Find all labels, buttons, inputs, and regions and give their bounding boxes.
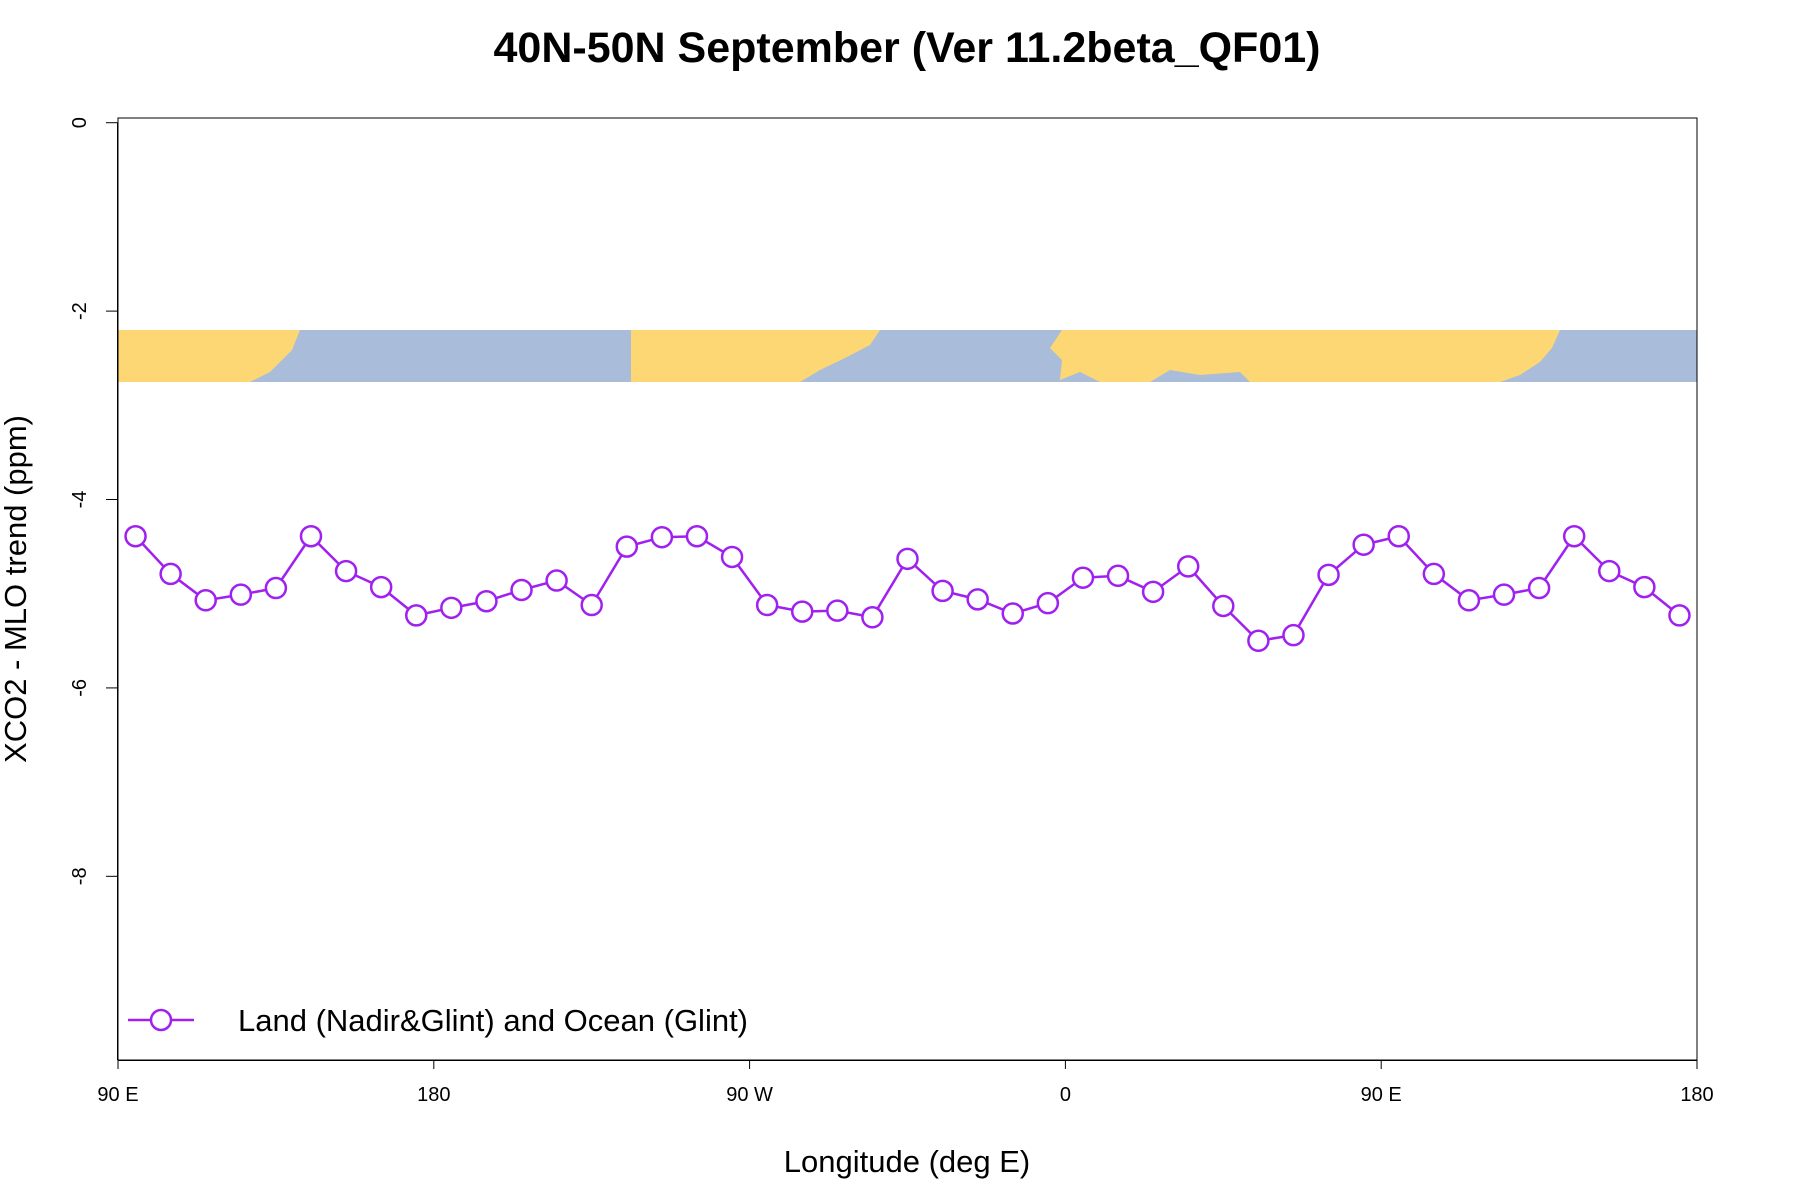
land: [631, 330, 880, 382]
legend: Land (Nadir&Glint) and Ocean (Glint): [128, 1003, 748, 1038]
data-point: [896, 547, 919, 571]
data-point: [755, 593, 779, 617]
data-point: [1598, 559, 1621, 583]
y-tick-label: -4: [69, 491, 91, 509]
x-tick-label: 90 W: [726, 1084, 773, 1106]
data-point: [1527, 576, 1551, 600]
chart-title: 40N-50N September (Ver 11.2beta_QF01): [494, 24, 1321, 72]
y-axis-label: XCO2 - MLO trend (ppm): [0, 415, 33, 763]
data-point: [1141, 580, 1165, 604]
x-tick-label: 90 E: [97, 1084, 138, 1106]
data-point: [580, 593, 603, 617]
data-point: [650, 525, 674, 549]
data-point: [1352, 533, 1375, 556]
data-point: [1387, 524, 1410, 548]
x-tick-label: 0: [1060, 1084, 1071, 1106]
map-band: [118, 330, 1697, 382]
data-point: [1247, 629, 1270, 653]
x-tick-label: 90 E: [1361, 1084, 1402, 1106]
data-point: [229, 583, 253, 606]
data-point: [1422, 562, 1446, 586]
data-point: [1282, 623, 1305, 647]
data-point: [1071, 566, 1095, 589]
data-point: [1457, 589, 1481, 612]
data-point: [124, 524, 147, 548]
data-point: [615, 535, 639, 558]
legend-label: Land (Nadir&Glint) and Ocean (Glint): [238, 1003, 748, 1038]
data-point: [264, 576, 288, 600]
plot-frame: [117, 117, 1698, 1061]
data-point: [1492, 583, 1516, 606]
data-point: [826, 599, 849, 622]
data-point: [299, 524, 323, 548]
data-point: [1176, 555, 1200, 578]
data-point: [545, 569, 568, 592]
data-point: [1001, 602, 1025, 625]
y-tick-label: -2: [69, 302, 91, 320]
data-point: [1317, 563, 1340, 587]
x-tick-label: 180: [417, 1084, 450, 1106]
y-tick-label: -8: [69, 867, 91, 885]
data-point: [1562, 524, 1586, 548]
legend-marker: [149, 1008, 173, 1032]
x-tick-label: 180: [1680, 1084, 1713, 1106]
data-point: [861, 606, 884, 629]
y-tick-label: -6: [69, 679, 91, 697]
data-point: [440, 596, 463, 620]
data-point: [475, 589, 498, 613]
data-point: [966, 588, 989, 611]
land: [118, 330, 300, 382]
data-point: [1633, 575, 1656, 599]
data-point: [1036, 591, 1060, 615]
data-point: [369, 575, 393, 599]
data-point: [685, 524, 709, 548]
x-axis-label: Longitude (deg E): [784, 1144, 1030, 1179]
data-point: [720, 545, 744, 569]
data-point: [334, 559, 358, 583]
y-tick-label: 0: [69, 117, 91, 128]
data-point: [405, 604, 428, 627]
land: [1050, 330, 1560, 382]
data-point: [790, 600, 814, 623]
data-point: [194, 589, 217, 612]
data-point: [1106, 564, 1130, 588]
data-point: [931, 579, 954, 603]
data-point: [1668, 604, 1691, 627]
data-point: [159, 562, 182, 586]
data-point: [1212, 594, 1235, 618]
data-point: [510, 578, 533, 602]
